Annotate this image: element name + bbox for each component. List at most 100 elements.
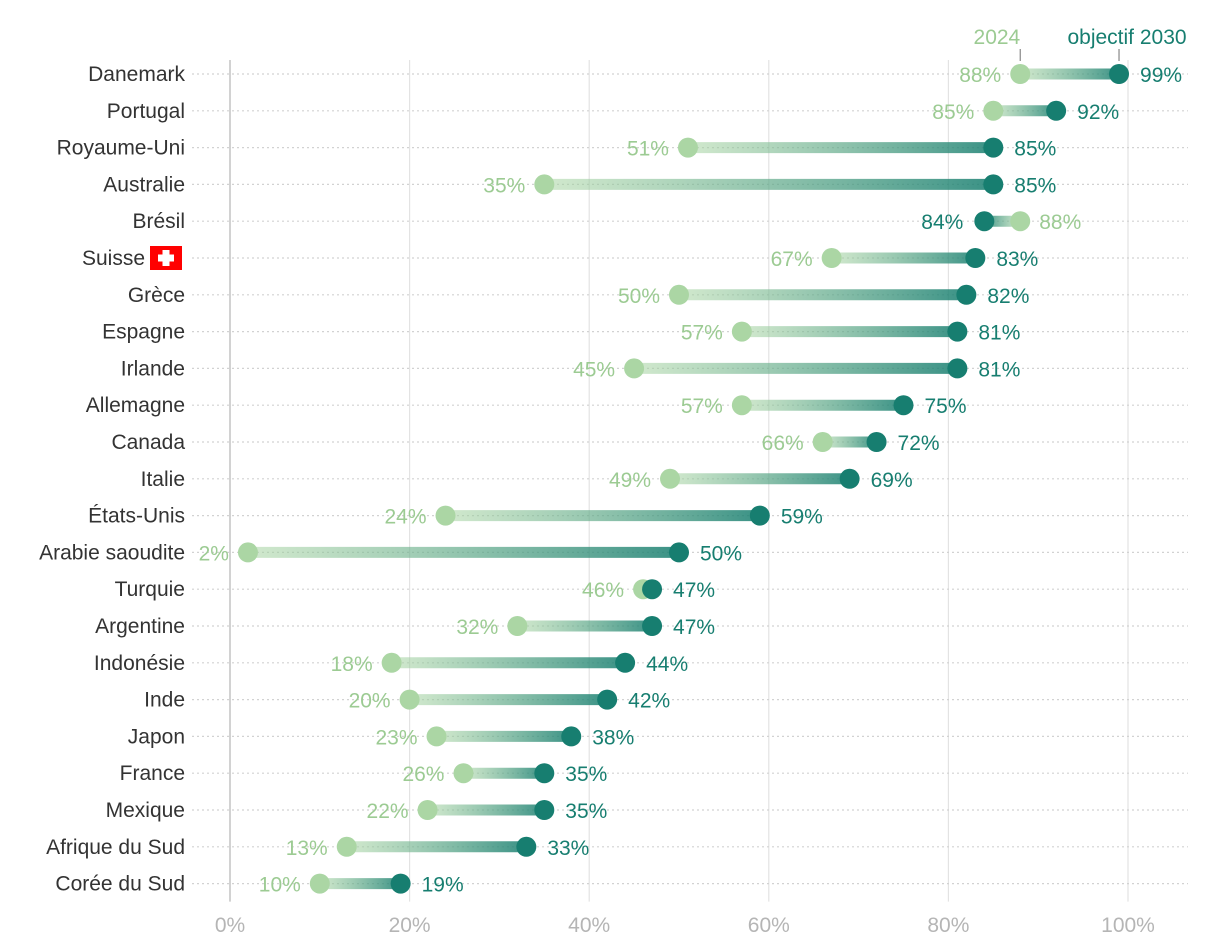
point-2024 — [435, 505, 456, 526]
country-label: Royaume-Uni — [57, 137, 185, 160]
value-label-2030: 47% — [673, 616, 715, 639]
x-tick-label: 20% — [389, 914, 431, 937]
value-label-2024: 57% — [681, 395, 723, 418]
point-2030 — [983, 137, 1004, 158]
country-label: Suisse — [82, 247, 145, 270]
value-label-2030: 92% — [1077, 101, 1119, 124]
value-label-2030: 99% — [1140, 64, 1182, 87]
grid-layer — [192, 60, 1188, 902]
country-label: Grèce — [128, 284, 185, 307]
point-2030 — [1046, 100, 1067, 121]
point-2024 — [660, 468, 681, 489]
value-label-2024: 49% — [609, 469, 651, 492]
point-2030 — [1109, 64, 1130, 84]
value-label-2024: 85% — [932, 101, 974, 124]
country-label: Argentine — [95, 615, 185, 638]
point-2030 — [947, 321, 968, 342]
value-label-2030: 35% — [565, 763, 607, 786]
value-label-2030: 50% — [700, 542, 742, 565]
country-label: Afrique du Sud — [46, 836, 185, 859]
value-label-2024: 26% — [402, 763, 444, 786]
point-2024 — [336, 836, 357, 857]
value-label-2024: 10% — [259, 874, 301, 897]
country-label: Brésil — [132, 210, 185, 233]
value-label-2030: 42% — [628, 690, 670, 713]
country-label: Turquie — [115, 578, 185, 601]
point-2024 — [677, 137, 698, 158]
value-label-2024: 88% — [959, 64, 1001, 87]
point-2030 — [534, 763, 555, 784]
value-label-2030: 82% — [987, 285, 1029, 308]
value-label-2030: 85% — [1014, 174, 1056, 197]
value-label-2024: 57% — [681, 322, 723, 345]
point-2030 — [642, 616, 663, 636]
value-label-2030: 83% — [996, 248, 1038, 271]
point-2024 — [624, 358, 645, 379]
point-2024 — [426, 726, 447, 747]
value-label-2030: 47% — [673, 579, 715, 602]
country-label: Mexique — [106, 799, 185, 822]
point-2030 — [983, 174, 1004, 195]
point-2024 — [812, 432, 833, 452]
country-label: Italie — [141, 468, 185, 491]
value-label-2024: 35% — [483, 174, 525, 197]
country-label: Corée du Sud — [55, 873, 185, 896]
value-label-2024: 32% — [456, 616, 498, 639]
x-tick-label: 80% — [927, 914, 969, 937]
value-label-2030: 75% — [925, 395, 967, 418]
point-2030 — [669, 542, 689, 563]
value-label-2030: 81% — [978, 358, 1020, 381]
legend-objectif-2030: objectif 2030 — [1067, 26, 1186, 49]
point-2030 — [390, 873, 411, 894]
x-tick-label: 0% — [215, 914, 245, 937]
point-2030 — [893, 395, 914, 416]
value-label-2024: 23% — [376, 726, 418, 749]
value-label-2024: 46% — [582, 579, 624, 602]
country-label: Allemagne — [86, 394, 185, 417]
value-label-2024: 88% — [1039, 211, 1081, 234]
point-2024 — [731, 395, 752, 416]
value-label-2030: 33% — [547, 837, 589, 860]
point-2030 — [965, 248, 986, 268]
country-label: Japon — [128, 725, 185, 748]
country-label: Portugal — [107, 100, 185, 123]
labels-layer: 0% 20% 40% 60% 80% 100% Danemark 88% 99% Portugal… — [39, 63, 1182, 937]
value-label-2024: 50% — [618, 285, 660, 308]
country-label: Irlande — [121, 357, 185, 380]
value-label-2030: 81% — [978, 322, 1020, 345]
country-label: Canada — [111, 431, 185, 454]
point-2030 — [749, 505, 770, 526]
point-2030 — [866, 432, 887, 452]
value-label-2030: 69% — [871, 469, 913, 492]
point-2024 — [309, 873, 330, 894]
x-tick-label: 100% — [1101, 914, 1155, 937]
country-label: Espagne — [102, 321, 185, 344]
value-label-2030: 19% — [422, 874, 464, 897]
point-2024 — [731, 321, 752, 342]
country-label: Danemark — [88, 63, 185, 86]
value-label-2024: 51% — [627, 138, 669, 161]
point-2030 — [561, 726, 582, 747]
value-label-2024: 2% — [199, 542, 229, 565]
value-label-2024: 13% — [286, 837, 328, 860]
flag-cross-horizontal — [158, 254, 174, 262]
points-layer — [237, 64, 1130, 894]
x-tick-label: 40% — [568, 914, 610, 937]
value-label-2024: 22% — [367, 800, 409, 823]
point-2024 — [1010, 64, 1031, 84]
country-label: Australie — [103, 173, 185, 196]
point-2030 — [534, 800, 555, 820]
point-2024 — [507, 616, 528, 636]
point-2030 — [516, 836, 537, 857]
point-2024 — [237, 542, 258, 563]
value-label-2024: 20% — [349, 690, 391, 713]
legend: 2024 objectif 2030 — [974, 26, 1187, 61]
point-2024 — [821, 248, 842, 268]
country-label: États-Unis — [88, 505, 185, 528]
value-label-2030: 59% — [781, 506, 823, 529]
swiss-flag-icon — [150, 246, 182, 270]
connector-layer — [247, 68, 1120, 890]
value-label-2024: 66% — [762, 432, 804, 455]
value-label-2030: 38% — [592, 726, 634, 749]
country-label: Inde — [144, 689, 185, 712]
